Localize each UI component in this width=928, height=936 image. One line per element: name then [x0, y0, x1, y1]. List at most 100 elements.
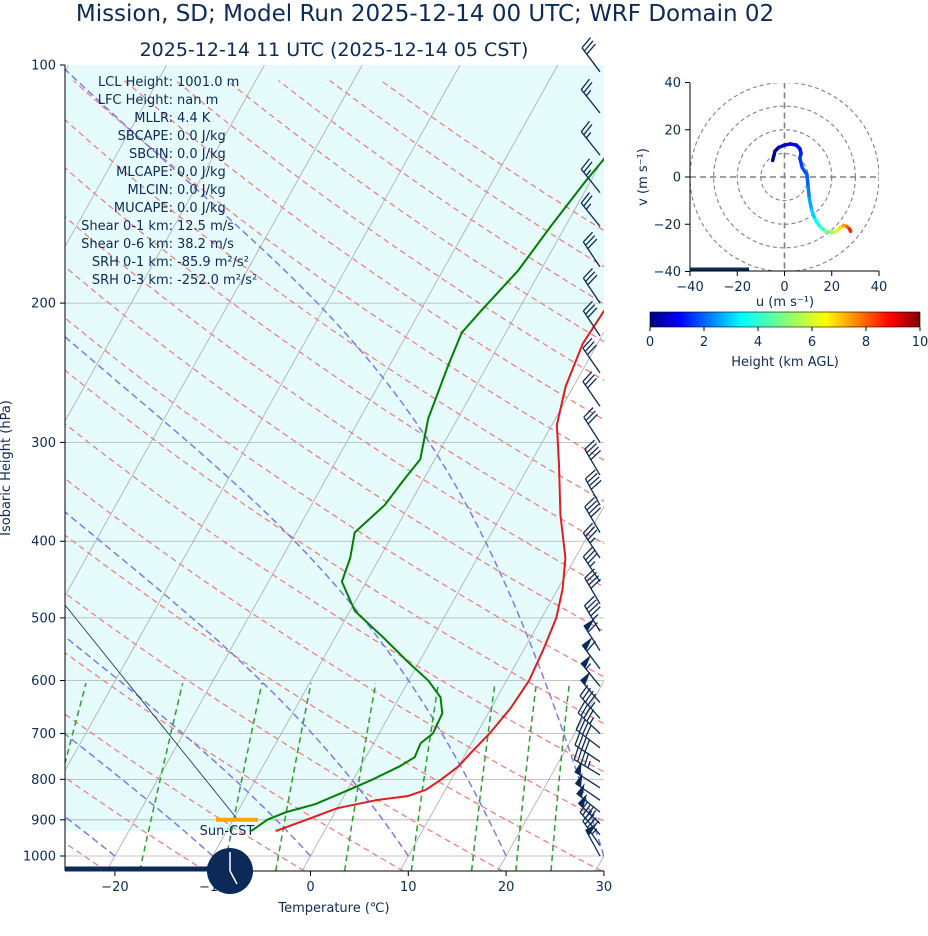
- barb-full: [586, 599, 597, 610]
- wind-barb: [577, 701, 601, 734]
- y-tick-label: 1000: [23, 850, 56, 865]
- barb-flag: [583, 618, 595, 632]
- hodograph-x-tick-label: 40: [871, 280, 888, 295]
- barb-full: [584, 469, 596, 480]
- wind-barb: [582, 300, 601, 337]
- mixing-ratio-line: [222, 683, 263, 871]
- moist-adiabat: [65, 335, 507, 857]
- wind-barb: [579, 801, 601, 836]
- barb-staff: [577, 802, 601, 825]
- wind-barb: [580, 671, 601, 704]
- barb-full: [586, 344, 597, 356]
- hodograph-x-label: u (m s⁻¹): [756, 295, 814, 310]
- barb-full: [580, 703, 589, 717]
- barb-staff: [580, 662, 601, 687]
- barb-staff: [579, 695, 601, 719]
- barb-full: [577, 748, 583, 762]
- barb-half: [592, 613, 599, 620]
- barb-half: [585, 89, 592, 97]
- mixing-ratio-line: [550, 683, 571, 871]
- wind-barb: [580, 120, 601, 156]
- wind-barb: [584, 595, 601, 632]
- y-tick-label: 400: [31, 535, 56, 550]
- barb-full: [587, 413, 598, 425]
- y-tick-label: 200: [31, 297, 56, 312]
- barb-full: [580, 192, 591, 204]
- barb-full: [586, 500, 597, 511]
- barb-full: [589, 820, 600, 832]
- barb-staff: [584, 506, 601, 533]
- hodograph-y-label: v (m s⁻¹): [636, 148, 651, 206]
- barb-staff: [584, 478, 601, 506]
- barb-half: [589, 561, 596, 568]
- hodograph-y-tick-label: 20: [664, 123, 681, 138]
- sun-label: Sun-CST: [200, 824, 255, 839]
- dry-adiabat: [65, 651, 404, 871]
- y-axis-label: Isobaric Height (hPa): [0, 400, 14, 536]
- wind-barb: [584, 469, 602, 506]
- sounding-parameters: LCL Height: 1001.0 m LFC Height: nan m MLLR:…: [81, 75, 257, 288]
- barb-half: [585, 203, 592, 210]
- barb-full: [585, 304, 596, 315]
- y-tick-label: 100: [31, 59, 56, 74]
- dry-adiabat: [65, 369, 604, 725]
- barb-full: [575, 717, 583, 730]
- parameter-value: 0.0 J/kg: [177, 201, 226, 216]
- isotherm-line: [301, 331, 604, 871]
- colorbar-tick-label: 4: [754, 335, 762, 350]
- y-tick-label: 900: [31, 813, 56, 828]
- parameter-label: Shear 0-6 km:: [81, 237, 173, 252]
- barb-full: [587, 307, 598, 318]
- temperature-line: [275, 309, 604, 833]
- colorbar-tick-label: 10: [912, 335, 928, 350]
- barb-full: [590, 479, 602, 490]
- figure-title: Mission, SD; Model Run 2025-12-14 00 UTC…: [76, 1, 774, 27]
- isotherm-line: [497, 680, 604, 871]
- barb-full: [584, 341, 595, 352]
- dry-adiabat: [65, 215, 604, 588]
- parameter-label: Shear 0-1 km:: [81, 219, 173, 234]
- y-tick-label: 300: [31, 436, 56, 451]
- wind-barb: [581, 37, 601, 73]
- mixing-ratio-line: [343, 683, 377, 871]
- dry-adiabat: [65, 265, 604, 633]
- parameter-label: MUCAPE:: [114, 201, 173, 216]
- x-axis-label: Temperature (℃): [277, 901, 389, 916]
- parcel-path: [65, 604, 239, 821]
- barb-full: [590, 606, 601, 617]
- barb-staff: [580, 679, 601, 704]
- height-colorbar: 0 2 4 6 8 10 Height (km AGL): [646, 311, 928, 370]
- barb-staff: [580, 89, 601, 114]
- wind-barb: [573, 746, 601, 776]
- barb-full: [590, 507, 602, 518]
- parameter-value: -252.0 m²/s²: [177, 273, 257, 288]
- barb-full: [583, 752, 590, 766]
- colorbar-tick-label: 6: [808, 335, 816, 350]
- parameter-value: 1001.0 m: [177, 75, 239, 90]
- barb-full: [582, 371, 593, 382]
- hodograph-x-tick-label: 0: [780, 280, 788, 295]
- barb-full: [586, 472, 598, 483]
- barb-staff: [582, 241, 601, 268]
- y-tick-label: 600: [31, 674, 56, 689]
- barb-full: [573, 746, 580, 760]
- parameter-value: -85.9 m²/s²: [177, 255, 249, 270]
- barb-full: [590, 449, 602, 461]
- dry-adiabat: [65, 422, 604, 773]
- barb-staff: [584, 448, 601, 476]
- barb-staff: [576, 792, 601, 813]
- hodograph-y-tick-label: 40: [664, 76, 681, 91]
- y-tick-label: 700: [31, 727, 56, 742]
- x-tick-label: 0: [306, 880, 314, 895]
- barb-staff: [580, 202, 601, 227]
- barb-full: [588, 503, 599, 515]
- wind-barb: [575, 717, 601, 749]
- barb-full: [581, 722, 589, 735]
- barb-full: [582, 300, 593, 312]
- barb-staff: [582, 381, 601, 407]
- barb-full: [587, 529, 598, 541]
- barb-full: [584, 595, 595, 607]
- barb-full: [582, 337, 593, 349]
- wind-barb: [576, 783, 601, 813]
